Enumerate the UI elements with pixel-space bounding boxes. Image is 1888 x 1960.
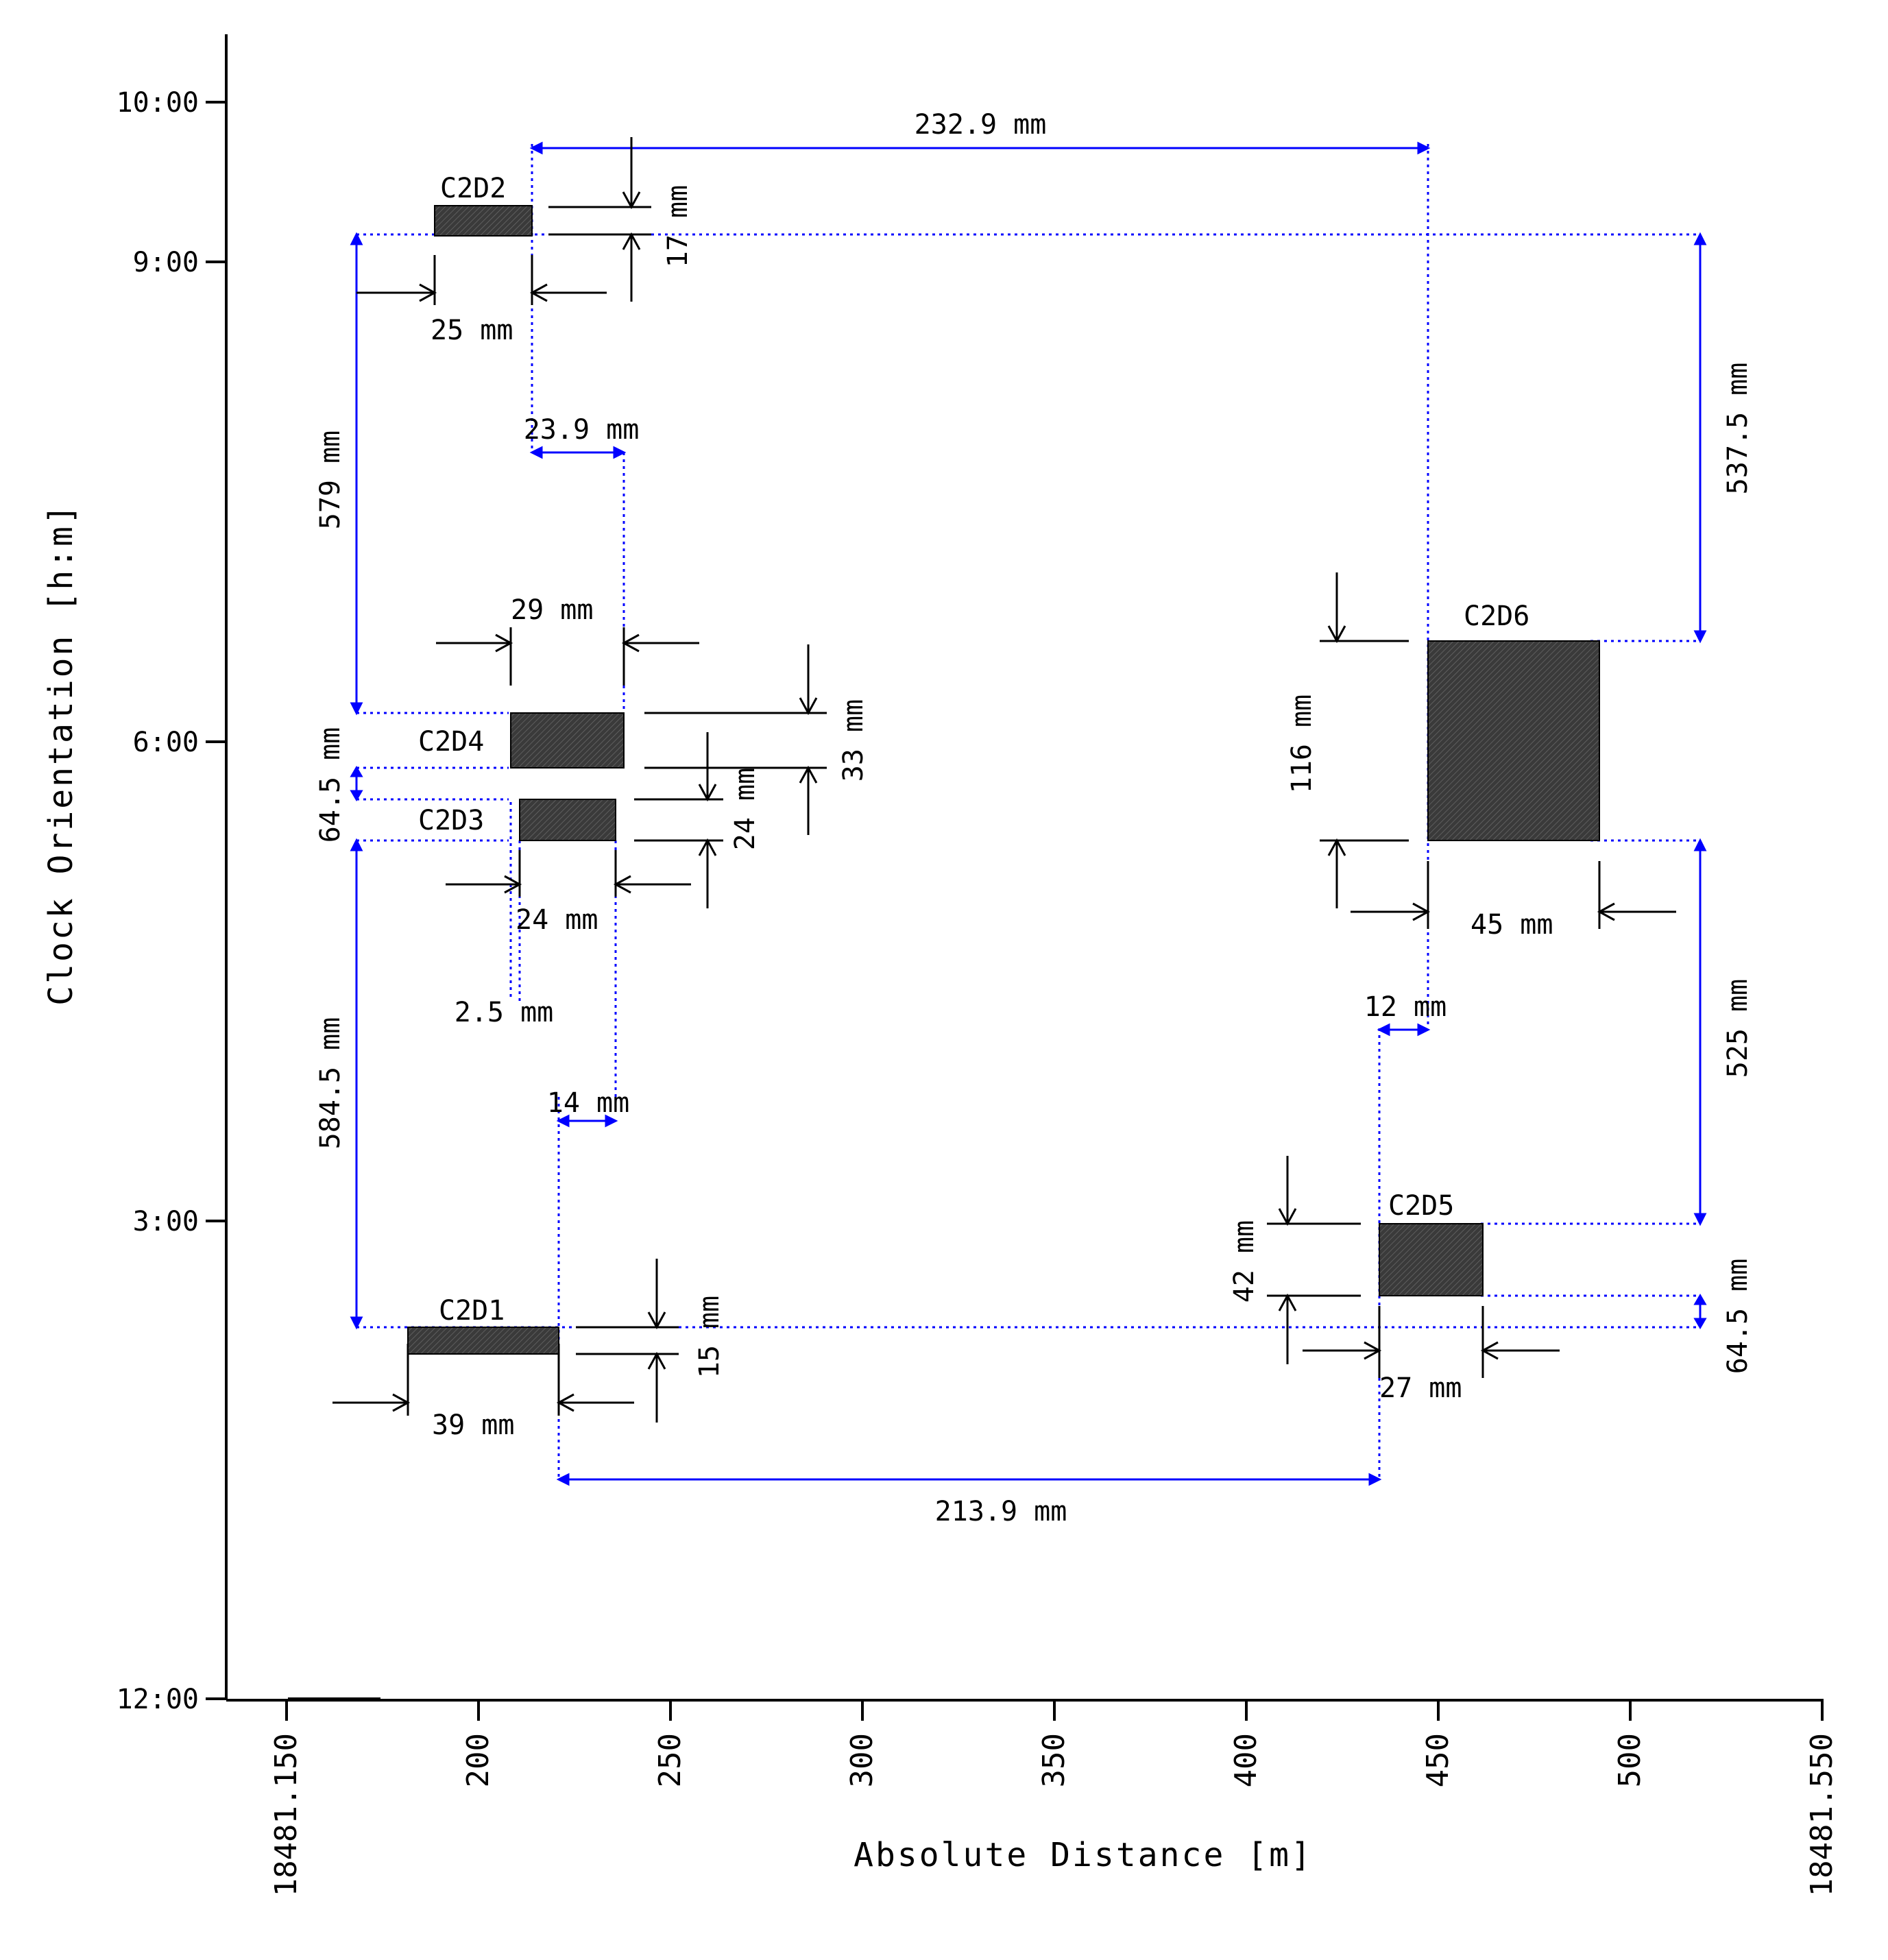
dim-width-c2d5: 42 mm bbox=[1229, 1220, 1260, 1303]
spacing-c2d2-c2d4-axial: 23.9 mm bbox=[524, 414, 640, 446]
dim-length-c2d4: 29 mm bbox=[511, 594, 593, 626]
spacing-c2d1-c2d3-axial: 14 mm bbox=[547, 1087, 629, 1119]
dim-width-c2d6: 116 mm bbox=[1286, 694, 1318, 794]
x-tick-label: 500 bbox=[1612, 1733, 1647, 1787]
x-tick-label: 250 bbox=[653, 1733, 688, 1787]
x-min-label: 18481.150 bbox=[269, 1733, 304, 1896]
y-tick-3: 3:00 bbox=[133, 1206, 226, 1237]
dim-width-c2d3: 24 mm bbox=[729, 768, 761, 850]
x-max-label: 18481.550 bbox=[1804, 1733, 1839, 1896]
x-tick-label: 200 bbox=[461, 1733, 496, 1787]
feature-label-c2d4: C2D4 bbox=[418, 726, 484, 758]
y-tick-label: 9:00 bbox=[133, 247, 199, 278]
feature-label-c2d2: C2D2 bbox=[440, 173, 506, 204]
y-axis-title: Clock Orientation [h:m] bbox=[42, 503, 80, 1006]
black-arrowheads bbox=[392, 191, 1615, 1412]
dim-length-c2d6: 45 mm bbox=[1471, 909, 1553, 941]
x-tick-label: 350 bbox=[1037, 1733, 1072, 1787]
spacing-c2d4-c2d3-axial: 2.5 mm bbox=[455, 997, 554, 1028]
dim-length-c2d3: 24 mm bbox=[516, 904, 598, 936]
feature-c2d5[interactable] bbox=[1379, 1223, 1484, 1296]
x-tick-label: 450 bbox=[1420, 1733, 1455, 1787]
feature-label-c2d1: C2D1 bbox=[439, 1295, 505, 1327]
y-tick-6: 6:00 bbox=[133, 727, 226, 758]
dim-width-c2d4: 33 mm bbox=[838, 699, 869, 782]
y-tick-label: 10:00 bbox=[117, 87, 199, 119]
dim-length-c2d1: 39 mm bbox=[432, 1409, 514, 1441]
feature-c2d4[interactable] bbox=[510, 712, 625, 769]
y-tick-label: 12:00 bbox=[117, 1684, 199, 1715]
spacing-c2d6-c2d5-circ: 525 mm bbox=[1722, 979, 1754, 1078]
feature-label-c2d3: C2D3 bbox=[418, 805, 484, 836]
spacing-c2d2-c2d6-axial: 232.9 mm bbox=[915, 109, 1047, 141]
y-tick-9: 9:00 bbox=[133, 247, 226, 278]
x-tick-label: 400 bbox=[1229, 1733, 1263, 1787]
x-tick-label: 300 bbox=[845, 1733, 880, 1787]
y-tick-12: 12:00 bbox=[117, 1684, 226, 1715]
black-dimension-lines bbox=[332, 137, 1676, 1423]
dim-length-c2d5: 27 mm bbox=[1379, 1372, 1462, 1404]
dim-width-c2d2: 17 mm bbox=[662, 185, 694, 267]
y-tick-label: 6:00 bbox=[133, 727, 199, 758]
spacing-c2d4-c2d3-circ: 64.5 mm bbox=[315, 727, 346, 843]
y-tick-label: 3:00 bbox=[133, 1206, 199, 1237]
x-axis-title: Absolute Distance [m] bbox=[854, 1836, 1313, 1874]
x-ticks bbox=[285, 1700, 1824, 1721]
feature-c2d2[interactable] bbox=[434, 205, 533, 237]
blue-guide-lines bbox=[356, 144, 1700, 1481]
spacing-c2d5-c2d1-circ: 64.5 mm bbox=[1722, 1259, 1754, 1375]
spacing-c2d2-c2d6-circ: 537.5 mm bbox=[1722, 363, 1754, 495]
spacing-c2d1-c2d5-axial: 213.9 mm bbox=[935, 1496, 1067, 1527]
blue-dimension-lines bbox=[350, 141, 1707, 1486]
feature-c2d3[interactable] bbox=[519, 799, 616, 841]
spacing-c2d5-c2d6-axial: 12 mm bbox=[1364, 991, 1447, 1023]
spacing-c2d3-c2d1-circ: 584.5 mm bbox=[315, 1017, 346, 1150]
feature-c2d6[interactable] bbox=[1427, 640, 1600, 841]
dim-width-c2d1: 15 mm bbox=[694, 1296, 725, 1378]
feature-label-c2d5: C2D5 bbox=[1388, 1190, 1454, 1222]
feature-label-c2d6: C2D6 bbox=[1464, 601, 1529, 632]
spacing-c2d2-c2d4-circ: 579 mm bbox=[315, 431, 346, 530]
feature-c2d1[interactable] bbox=[407, 1327, 559, 1355]
y-tick-10: 10:00 bbox=[117, 87, 226, 119]
dim-length-c2d2: 25 mm bbox=[431, 315, 513, 346]
